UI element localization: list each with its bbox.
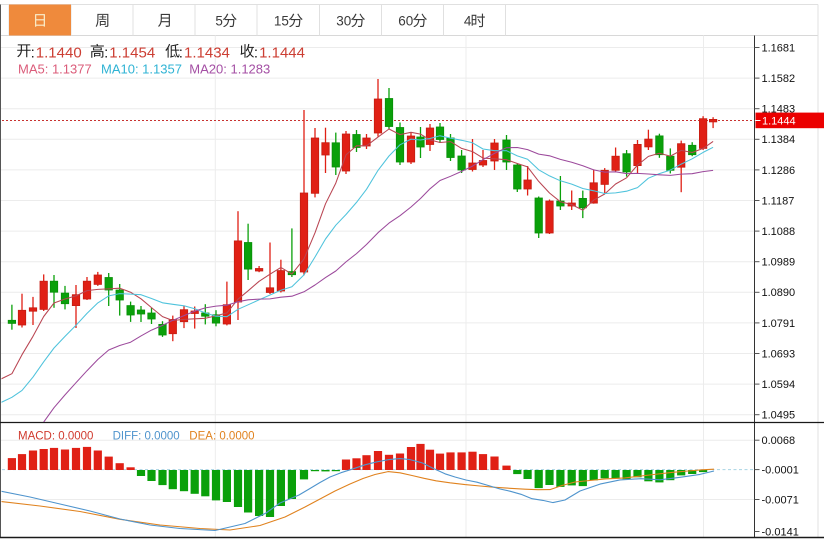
- svg-text::: :: [104, 44, 108, 61]
- svg-text:5: 5: [215, 13, 223, 28]
- svg-text:0.0068: 0.0068: [762, 435, 796, 447]
- svg-text:1.0495: 1.0495: [762, 410, 796, 422]
- svg-text:1.1440: 1.1440: [36, 44, 82, 61]
- svg-text:4: 4: [464, 13, 472, 28]
- svg-text::: :: [179, 44, 183, 61]
- svg-text:1.1286: 1.1286: [762, 165, 796, 177]
- svg-text:1.1444: 1.1444: [762, 115, 796, 127]
- svg-text:1.0890: 1.0890: [762, 287, 796, 299]
- svg-text::: :: [31, 44, 35, 61]
- svg-text:1.1434: 1.1434: [184, 44, 230, 61]
- svg-text:-0.0071: -0.0071: [762, 494, 799, 506]
- svg-text:DEA: 0.0000: DEA: 0.0000: [189, 431, 254, 443]
- svg-text:1.1454: 1.1454: [109, 44, 155, 61]
- svg-text:1.0989: 1.0989: [762, 257, 796, 269]
- svg-text:1.1187: 1.1187: [762, 195, 795, 207]
- svg-text:1.1681: 1.1681: [762, 42, 796, 54]
- svg-text::: :: [254, 44, 258, 61]
- svg-text:-0.0001: -0.0001: [762, 465, 799, 477]
- svg-text:60: 60: [398, 13, 413, 28]
- svg-text:15: 15: [274, 13, 289, 28]
- svg-text:MACD: 0.0000: MACD: 0.0000: [18, 431, 93, 443]
- svg-text:1.1582: 1.1582: [762, 73, 796, 85]
- svg-text:1.0693: 1.0693: [762, 348, 796, 360]
- svg-text:30: 30: [336, 13, 351, 28]
- svg-text:1.0791: 1.0791: [762, 318, 796, 330]
- svg-text:MA5: 1.1377: MA5: 1.1377: [18, 62, 92, 77]
- svg-text:1.1088: 1.1088: [762, 226, 796, 238]
- svg-text:DIFF: 0.0000: DIFF: 0.0000: [113, 431, 180, 443]
- svg-text:1.1444: 1.1444: [259, 44, 305, 61]
- svg-text:MA10: 1.1357: MA10: 1.1357: [101, 62, 182, 77]
- svg-text:-0.0141: -0.0141: [762, 526, 799, 538]
- svg-text:MA20: 1.1283: MA20: 1.1283: [189, 62, 270, 77]
- svg-text:1.1384: 1.1384: [762, 134, 796, 146]
- svg-text:1.0594: 1.0594: [762, 379, 796, 391]
